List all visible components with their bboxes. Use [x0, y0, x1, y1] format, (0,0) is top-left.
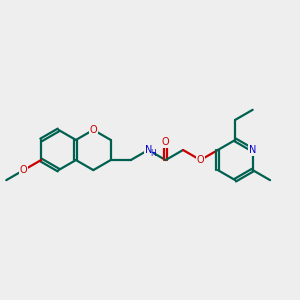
Text: N: N	[249, 145, 256, 155]
Text: H: H	[150, 149, 156, 158]
Text: O: O	[162, 137, 170, 147]
Text: O: O	[196, 155, 204, 165]
Text: O: O	[89, 125, 97, 135]
Text: O: O	[20, 165, 28, 175]
Text: N: N	[145, 145, 152, 155]
